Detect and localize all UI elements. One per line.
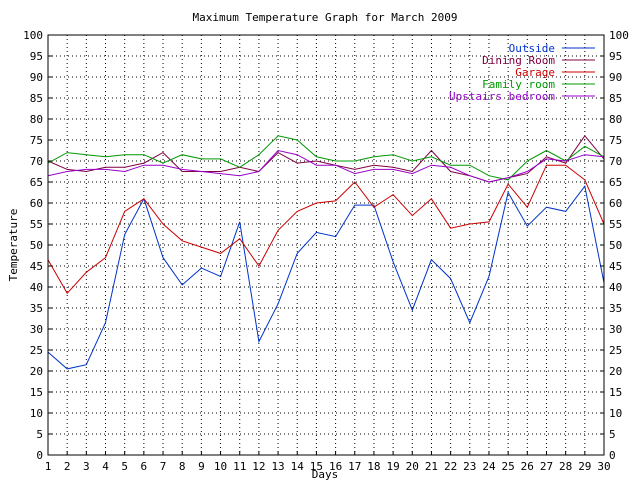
y-tick-label-left: 90 [30, 71, 43, 84]
y-tick-label-left: 20 [30, 365, 43, 378]
x-axis-label: Days [312, 468, 339, 480]
y-tick-label-left: 40 [30, 281, 43, 294]
x-tick-label: 26 [521, 460, 534, 473]
y-tick-label-right: 60 [609, 197, 622, 210]
y-tick-label-left: 5 [36, 428, 43, 441]
y-tick-label-left: 25 [30, 344, 43, 357]
y-tick-label-right: 90 [609, 71, 622, 84]
x-tick-label: 2 [64, 460, 71, 473]
x-tick-label: 17 [348, 460, 361, 473]
x-tick-label: 18 [367, 460, 380, 473]
y-tick-label-left: 85 [30, 92, 43, 105]
y-tick-label-right: 10 [609, 407, 622, 420]
x-tick-label: 19 [386, 460, 399, 473]
series-lines [47, 134, 605, 370]
x-tick-label: 25 [502, 460, 515, 473]
y-tick-label-right: 85 [609, 92, 622, 105]
y-tick-label-right: 65 [609, 176, 622, 189]
series-line-garage [47, 164, 605, 295]
y-tick-label-left: 95 [30, 50, 43, 63]
y-tick-label-right: 30 [609, 323, 622, 336]
y-tick-label-left: 35 [30, 302, 43, 315]
y-axis-label: Temperature [7, 209, 20, 282]
y-tick-label-left: 0 [36, 449, 43, 462]
x-tick-label: 29 [578, 460, 591, 473]
y-tick-label-left: 80 [30, 113, 43, 126]
x-tick-label: 3 [83, 460, 90, 473]
x-tick-label: 12 [252, 460, 265, 473]
y-tick-label-right: 75 [609, 134, 622, 147]
legend-label: Outside [509, 42, 555, 55]
chart-title: Maximum Temperature Graph for March 2009 [193, 11, 458, 24]
series-line-upstairs-bedroom [47, 149, 605, 183]
y-tick-label-right: 35 [609, 302, 622, 315]
grid-lines [48, 35, 604, 455]
y-tick-label-left: 55 [30, 218, 43, 231]
y-tick-label-left: 15 [30, 386, 43, 399]
y-tick-label-right: 50 [609, 239, 622, 252]
x-tick-label: 8 [179, 460, 186, 473]
y-tick-label-right: 80 [609, 113, 622, 126]
x-tick-label: 13 [271, 460, 284, 473]
y-tick-label-right: 95 [609, 50, 622, 63]
x-tick-label: 24 [482, 460, 496, 473]
y-tick-label-left: 50 [30, 239, 43, 252]
legend-label: Dining Room [482, 54, 555, 67]
y-tick-label-left: 65 [30, 176, 43, 189]
x-tick-label: 6 [141, 460, 148, 473]
x-tick-label: 16 [329, 460, 342, 473]
x-tick-label: 23 [463, 460, 476, 473]
y-tick-label-right: 25 [609, 344, 622, 357]
x-tick-label: 11 [233, 460, 246, 473]
legend-label: Garage [515, 66, 555, 79]
y-tick-label-left: 60 [30, 197, 43, 210]
legend-label: Family room [482, 78, 555, 91]
x-tick-label: 27 [540, 460, 553, 473]
x-tick-label: 21 [425, 460, 438, 473]
y-tick-label-right: 55 [609, 218, 622, 231]
y-tick-label-left: 75 [30, 134, 43, 147]
y-tick-label-left: 100 [23, 29, 43, 42]
x-tick-label: 15 [310, 460, 323, 473]
y-tick-label-left: 10 [30, 407, 43, 420]
y-tick-label-right: 5 [609, 428, 616, 441]
y-tick-label-right: 100 [609, 29, 629, 42]
y-tick-label-right: 40 [609, 281, 622, 294]
series-line-outside [47, 185, 605, 370]
y-tick-label-left: 45 [30, 260, 43, 273]
x-tick-label: 30 [597, 460, 610, 473]
x-tick-label: 1 [45, 460, 52, 473]
y-tick-label-right: 20 [609, 365, 622, 378]
x-tick-label: 9 [198, 460, 205, 473]
y-tick-label-right: 45 [609, 260, 622, 273]
x-tick-label: 22 [444, 460, 457, 473]
y-tick-label-left: 70 [30, 155, 43, 168]
y-tick-label-right: 0 [609, 449, 616, 462]
x-tick-label: 20 [406, 460, 419, 473]
x-tick-label: 5 [121, 460, 128, 473]
y-tick-label-right: 70 [609, 155, 622, 168]
x-tick-label: 10 [214, 460, 227, 473]
x-tick-label: 7 [160, 460, 167, 473]
y-tick-label-left: 30 [30, 323, 43, 336]
legend-label: Upstairs bedroom [449, 90, 555, 103]
x-tick-label: 14 [291, 460, 305, 473]
x-tick-label: 4 [102, 460, 109, 473]
y-tick-label-right: 15 [609, 386, 622, 399]
x-tick-label: 28 [559, 460, 572, 473]
